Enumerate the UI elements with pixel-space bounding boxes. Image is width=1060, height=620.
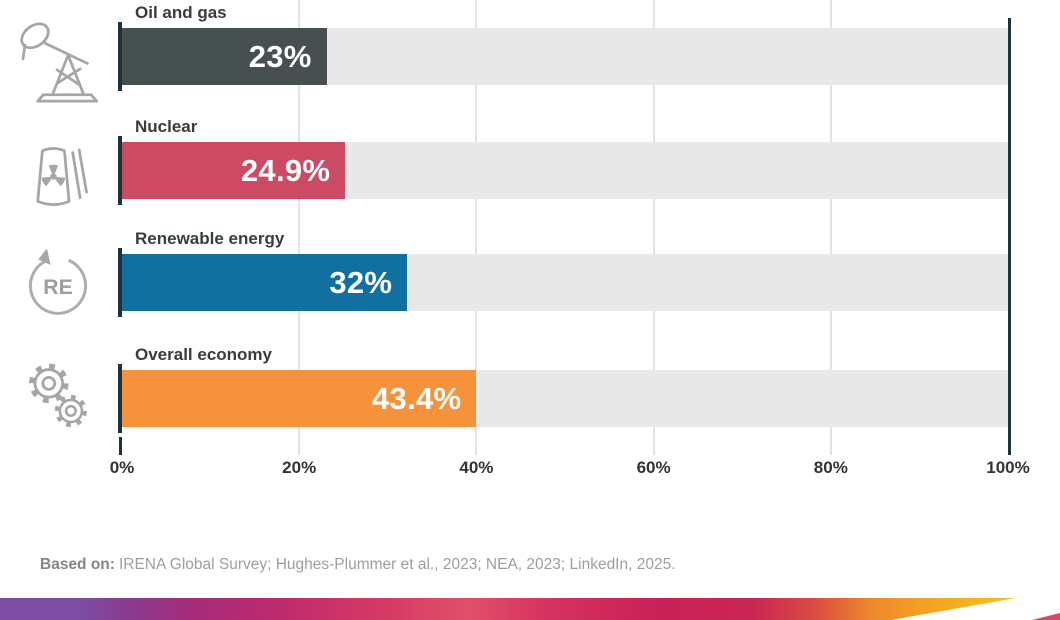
bar-category-label: Oil and gas bbox=[135, 3, 227, 22]
bar-value-label: 23% bbox=[248, 38, 312, 74]
gridline-40pct bbox=[475, 0, 478, 455]
bar-value-label: 43.4% bbox=[371, 380, 462, 416]
bar-category-label: Nuclear bbox=[135, 117, 198, 136]
x-tick-label: 0% bbox=[109, 458, 135, 477]
x-tick-label: 100% bbox=[986, 458, 1030, 477]
bar-baseline-tick bbox=[118, 22, 122, 91]
source-note-prefix: Based on: bbox=[40, 556, 115, 573]
bar-value-label: 32% bbox=[329, 264, 393, 300]
icon-box: RE bbox=[8, 237, 108, 329]
oil-pumpjack-icon bbox=[20, 22, 99, 103]
bar-category-label: Overall economy bbox=[135, 345, 273, 364]
gridline-60pct bbox=[652, 0, 655, 455]
decorative-corner-shape bbox=[1032, 613, 1060, 620]
bar: 24.9% bbox=[122, 142, 346, 199]
bar: 32% bbox=[122, 254, 408, 311]
x-tick-label: 80% bbox=[813, 458, 848, 477]
bar-value-label: 24.9% bbox=[240, 152, 331, 188]
renewable-cycle-icon: RE bbox=[28, 248, 88, 315]
bar: 23% bbox=[122, 28, 327, 85]
x-tick-label: 60% bbox=[636, 458, 671, 477]
bar-category-label: Renewable energy bbox=[135, 229, 285, 248]
icon-box bbox=[8, 353, 108, 445]
source-note: Based on: IRENA Global Survey; Hughes-Plu… bbox=[40, 556, 676, 574]
bar-baseline-tick bbox=[118, 364, 122, 433]
bar-baseline-tick bbox=[118, 248, 122, 317]
axis-line-100pct bbox=[1008, 18, 1011, 455]
nuclear-plant-icon bbox=[36, 146, 88, 206]
re-icon-text: RE bbox=[43, 276, 72, 299]
icon-box bbox=[8, 125, 108, 217]
x-tick-label: 40% bbox=[459, 458, 494, 477]
x-tick-label: 20% bbox=[282, 458, 317, 477]
decorative-footer-band bbox=[0, 598, 1016, 620]
bar-baseline-tick bbox=[118, 136, 122, 205]
gears-icon bbox=[29, 363, 87, 427]
source-note-text: IRENA Global Survey; Hughes-Plummer et a… bbox=[118, 556, 676, 573]
bar: 43.4% bbox=[122, 370, 477, 427]
axis-tick-0pct bbox=[119, 437, 122, 455]
gridline-20pct bbox=[298, 0, 301, 455]
icon-box bbox=[8, 11, 108, 103]
gridline-80pct bbox=[829, 0, 832, 455]
